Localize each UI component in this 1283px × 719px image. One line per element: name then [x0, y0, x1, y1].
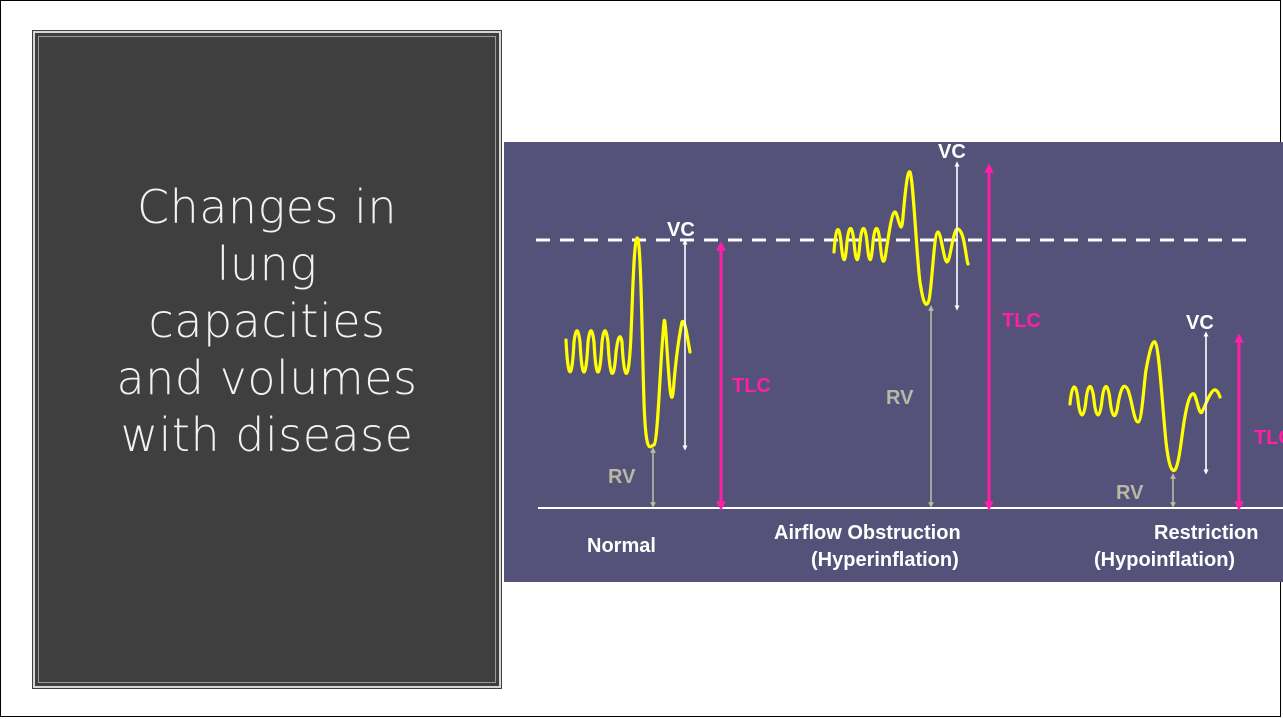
- restriction-tlc-label: TLC: [1254, 427, 1283, 449]
- slide-title-line: and volumes: [116, 351, 418, 405]
- obstruction-panel-label-line2: (Hyperinflation): [811, 549, 959, 571]
- slide-title-line: Changes in: [136, 180, 398, 234]
- title-panel: Changes in lung capacities and volumes w…: [32, 30, 502, 689]
- obstruction-panel-label-line1: Airflow Obstruction: [774, 522, 961, 544]
- restriction-vc-label: VC: [1186, 312, 1214, 334]
- lung-volumes-diagram: VC TLC RV Normal VC TLC RV Airflow Obstr…: [504, 142, 1283, 582]
- slide-title-line: lung: [216, 237, 318, 291]
- title-panel-border: [38, 36, 496, 683]
- obstruction-rv-label: RV: [886, 387, 914, 409]
- normal-rv-label: RV: [608, 466, 636, 488]
- restriction-panel-label-line1: Restriction: [1154, 522, 1258, 544]
- obstruction-tlc-label: TLC: [1002, 310, 1041, 332]
- normal-waveform: [564, 236, 692, 449]
- obstruction-vc-label: VC: [938, 142, 966, 163]
- normal-vc-label: VC: [667, 219, 695, 241]
- normal-panel-label: Normal: [587, 535, 656, 557]
- restriction-panel-label-line2: (Hypoinflation): [1094, 549, 1235, 571]
- restriction-waveform: [1068, 340, 1222, 472]
- slide-title-line: capacities: [148, 294, 386, 348]
- diagram-svg: VC TLC RV Normal VC TLC RV Airflow Obstr…: [536, 142, 1283, 571]
- restriction-rv-label: RV: [1116, 482, 1144, 504]
- obstruction-waveform: [832, 170, 970, 306]
- slide-title-line: with disease: [120, 408, 414, 462]
- slide-title: Changes in lung capacities and volumes w…: [35, 179, 499, 464]
- normal-tlc-label: TLC: [732, 375, 771, 397]
